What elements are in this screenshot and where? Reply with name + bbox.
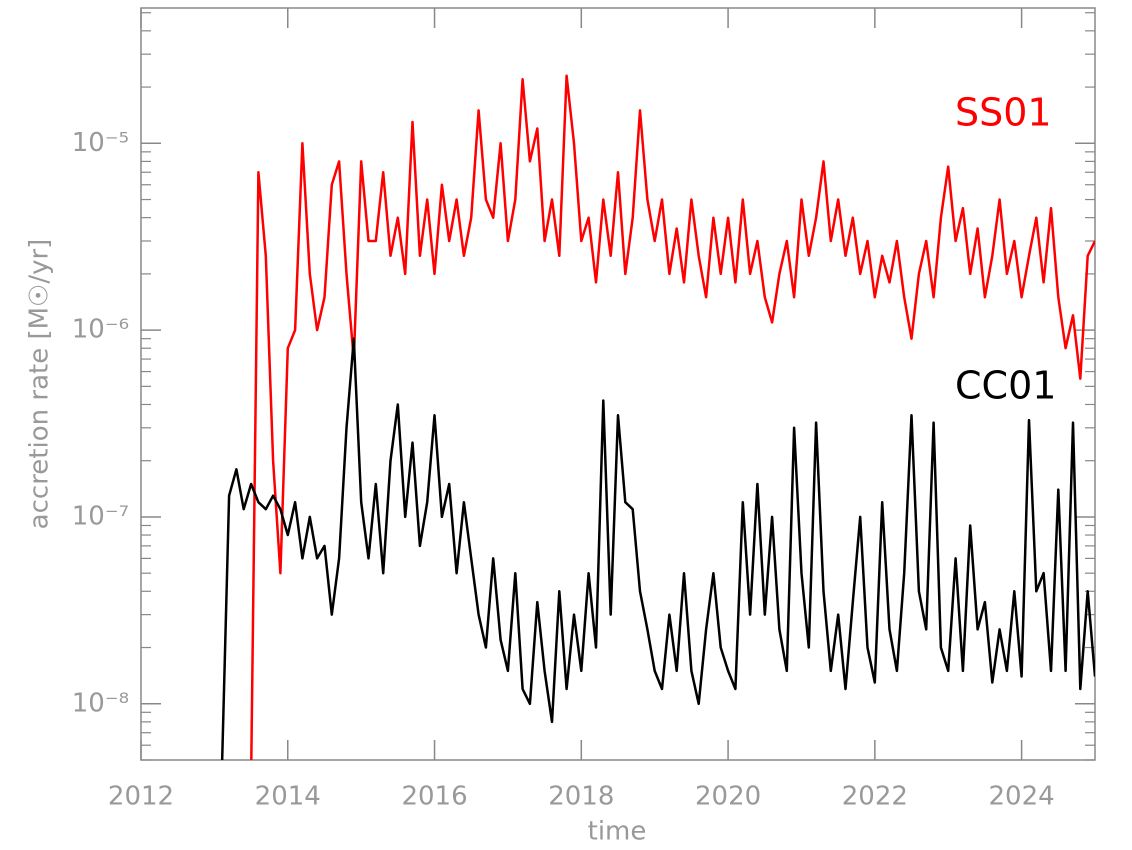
y-tick-label: 10⁻⁸ [72, 688, 129, 718]
x-tick-label: 2022 [842, 782, 908, 812]
plot-frame [140, 7, 1096, 761]
x-axis-label: time [588, 817, 647, 847]
y-tick-label: 10⁻⁵ [72, 128, 129, 158]
x-tick-label: 2018 [548, 782, 614, 812]
y-tick-label: 10⁻⁶ [72, 315, 129, 345]
x-tick-label: 2016 [401, 782, 467, 812]
x-tick-label: 2020 [695, 782, 761, 812]
x-tick-label: 2012 [108, 782, 174, 812]
x-tick-label: 2014 [255, 782, 321, 812]
y-axis-label: accretion rate [M☉/yr] [25, 239, 55, 530]
series-label: CC01 [955, 364, 1056, 408]
y-tick-label: 10⁻⁷ [72, 501, 129, 531]
series-line [220, 337, 1095, 760]
x-tick-label: 2024 [989, 782, 1055, 812]
series-line [250, 74, 1095, 760]
series-label: SS01 [955, 91, 1052, 135]
